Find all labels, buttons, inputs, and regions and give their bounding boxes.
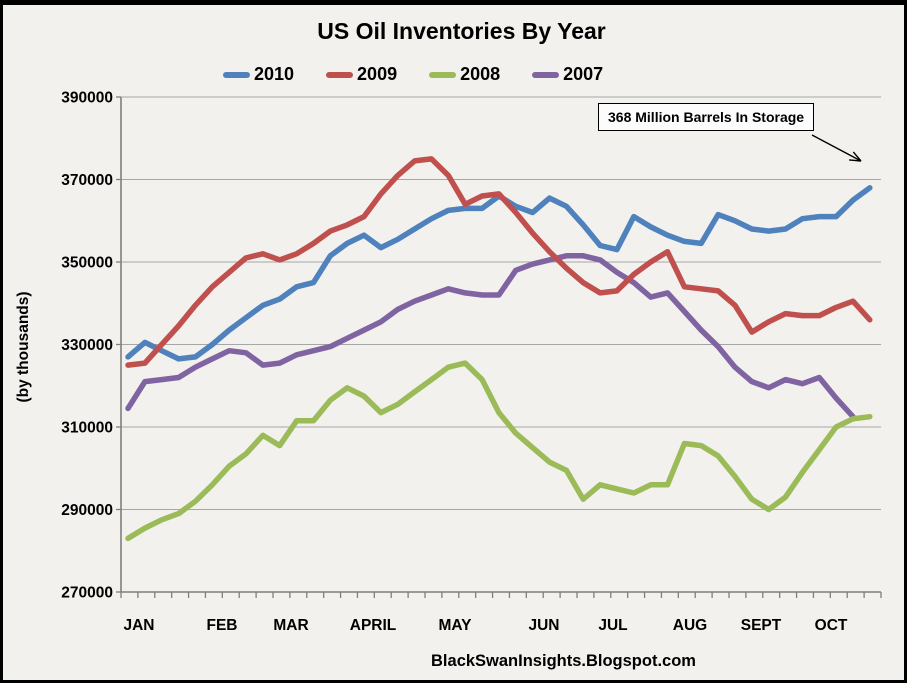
legend-label-2009: 2009 xyxy=(357,64,398,84)
footer-credit: BlackSwanInsights.Blogspot.com xyxy=(431,652,696,670)
y-tick-label: 310000 xyxy=(61,420,113,437)
annotation-arrow xyxy=(811,134,862,162)
legend-item-2009: 2009 xyxy=(326,64,397,85)
y-tick-label: 270000 xyxy=(61,585,113,602)
x-axis-label: AUG xyxy=(673,617,707,634)
legend-swatch-2008 xyxy=(429,71,457,78)
legend-swatch-2007 xyxy=(532,71,560,78)
annotation-callout: 368 Million Barrels In Storage xyxy=(598,103,815,131)
legend-swatch-2010 xyxy=(223,71,250,78)
series-line-2009 xyxy=(125,156,873,368)
legend-swatch-2009 xyxy=(326,71,354,78)
legend-label-2007: 2007 xyxy=(563,64,604,84)
x-axis-label: MAY xyxy=(438,617,472,634)
annotation-arrowhead xyxy=(849,151,862,162)
x-axis-label: APRIL xyxy=(350,617,397,634)
y-axis-title: (by thousands) xyxy=(15,291,32,402)
y-tick-label: 390000 xyxy=(61,90,113,107)
x-axis-label: SEPT xyxy=(741,617,782,634)
x-axis-label: MAR xyxy=(273,617,308,634)
series-line-2007 xyxy=(125,253,856,420)
legend-item-2008: 2008 xyxy=(429,64,500,85)
y-tick-label: 330000 xyxy=(61,337,113,354)
legend-item-2010: 2010 xyxy=(223,64,294,85)
series-line-2008 xyxy=(125,360,873,542)
x-axis-label: JUN xyxy=(528,617,559,634)
y-tick-label: 370000 xyxy=(61,172,113,189)
x-axis-label: JAN xyxy=(123,617,154,634)
x-axis-label: JUL xyxy=(598,617,627,634)
y-tick-label: 290000 xyxy=(61,502,113,519)
chart-title: US Oil Inventories By Year xyxy=(317,18,606,44)
legend-label-2008: 2008 xyxy=(460,64,501,84)
legend: 2010 2009 2008 2007 xyxy=(223,64,635,85)
legend-label-2010: 2010 xyxy=(254,64,295,84)
series-line-2010 xyxy=(125,185,873,362)
x-axis-label: OCT xyxy=(815,617,848,634)
y-tick-label: 350000 xyxy=(61,255,113,272)
x-axis-label: FEB xyxy=(207,617,238,634)
legend-item-2007: 2007 xyxy=(532,64,603,85)
